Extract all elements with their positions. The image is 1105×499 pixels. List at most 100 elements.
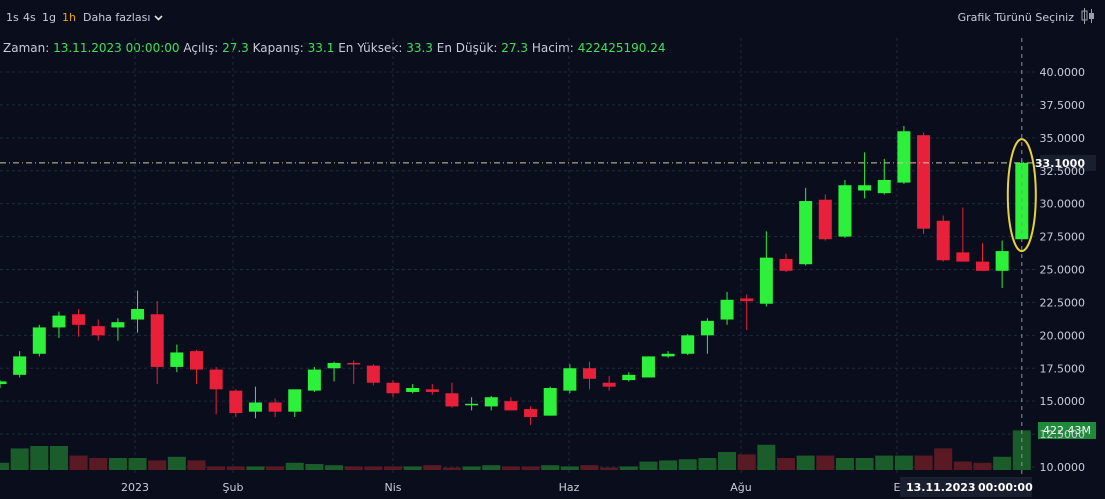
candle-body [0, 381, 7, 385]
highlight-ellipse [1006, 138, 1037, 253]
volume-bar [442, 467, 461, 470]
candle-body [779, 258, 793, 271]
volume-bar [403, 466, 422, 470]
y-tick-label: 15.0000 [1040, 395, 1086, 408]
candlestick-icon[interactable] [1081, 7, 1095, 25]
volume-bar [305, 464, 324, 470]
volume-bar [246, 466, 265, 470]
candle-body [897, 131, 911, 183]
y-tick-label: 27.5000 [1040, 231, 1086, 244]
volume-bar [639, 461, 658, 470]
crosshair-volume-label: 422.43M [1043, 424, 1091, 437]
x-tick-label: Nis [384, 481, 401, 494]
volume-bar [285, 462, 304, 470]
volume-bar [482, 465, 501, 470]
crosshair-price-label: 33.1000 [1035, 157, 1085, 170]
volume-bar [678, 459, 697, 470]
volume-value: 422425190.24 [577, 41, 666, 55]
candle-body [681, 335, 695, 354]
timeframe-1h[interactable]: 1h [62, 11, 76, 24]
volume-bar [580, 465, 599, 470]
candle-body [406, 388, 420, 392]
volume-bar [49, 446, 68, 470]
candle-body [936, 220, 950, 261]
volume-bar [462, 466, 481, 470]
volume-bar [698, 458, 717, 470]
volume-bar [30, 446, 49, 470]
volume-bar [0, 462, 9, 470]
volume-bar [777, 458, 795, 470]
candle-body [917, 135, 931, 229]
timeframe-1s[interactable]: 1s [6, 11, 19, 24]
volume-bar [187, 460, 206, 470]
candle-body [366, 365, 380, 383]
timeframe-4s[interactable]: 4s [23, 11, 36, 24]
volume-bar [560, 466, 579, 470]
candle-body [248, 402, 262, 412]
y-tick-label: 37.5000 [1040, 99, 1086, 112]
chart-type-button[interactable]: Grafik Türünü Seçiniz [957, 11, 1074, 24]
volume-bar [600, 467, 619, 470]
candle-body [818, 199, 832, 240]
candle-body [268, 402, 282, 412]
volume-bar [1012, 430, 1031, 470]
y-tick-label: 17.5000 [1040, 362, 1086, 375]
volume-bar [384, 466, 402, 470]
candle-body [52, 315, 66, 328]
close-value: 33.1 [307, 41, 335, 55]
candle-body [700, 320, 714, 336]
volume-bar [737, 454, 756, 470]
candle-body [32, 327, 46, 354]
volume-bar [89, 458, 108, 470]
candle-body [307, 369, 321, 391]
volume-bar [541, 465, 560, 470]
price-label-box [1040, 154, 1096, 171]
candle-body [504, 401, 518, 411]
y-tick-label: 35.0000 [1040, 132, 1086, 145]
more-timeframes-button[interactable]: Daha fazlası [83, 11, 163, 24]
x-tick-label: Haz [559, 481, 580, 494]
volume-bar [894, 455, 913, 470]
volume-bar [167, 456, 186, 470]
crosshair-overlay: 33.1000 422.43M 13.11.2023 00:00:00 [0, 38, 1096, 497]
y-tick-label: 12.5000 [1040, 428, 1086, 441]
volume-bar [10, 448, 29, 470]
candle-body [131, 309, 145, 320]
axes: 10.0000 12.5000 15.0000 17.5000 20.0000 22.50… [121, 66, 1085, 494]
y-tick-label: 32.5000 [1040, 165, 1086, 178]
grid [0, 38, 1037, 475]
candle-body [288, 389, 302, 412]
candle-body [661, 353, 675, 357]
date-label-box [900, 477, 1032, 497]
candle-body [543, 388, 557, 416]
candle-body [170, 352, 184, 367]
volume-bar [757, 444, 776, 470]
volume-bar [521, 466, 540, 470]
y-tick-label: 40.0000 [1040, 66, 1086, 79]
low-value: 27.3 [501, 41, 528, 55]
timeframe-1g[interactable]: 1g [42, 11, 56, 24]
volume-bar [816, 455, 835, 470]
volume-bar [226, 466, 245, 470]
more-label: Daha fazlası [83, 11, 151, 24]
toolbar: 1s 4s 1g 1h Daha fazlası Grafik Türünü S… [0, 0, 1105, 34]
candle-body [347, 362, 361, 365]
volume-bar [875, 455, 894, 470]
low-label: En Düşük: [436, 41, 498, 55]
candle-body [190, 351, 203, 370]
volume-bar [364, 466, 383, 470]
volume-bar [501, 466, 520, 470]
candles [0, 125, 1029, 425]
candle-body [209, 369, 223, 390]
candle-body [740, 298, 754, 302]
volume-bar [344, 466, 363, 470]
volume-bar [266, 466, 285, 470]
open-value: 27.3 [222, 41, 249, 55]
candle-body [465, 403, 479, 406]
x-tick-label: Ağu [730, 481, 751, 494]
candle-body [111, 322, 125, 328]
ohlc-info-bar: Zaman: 13.11.2023 00:00:00 Açılış: 27.3 … [3, 41, 665, 55]
candle-body [583, 368, 596, 379]
candle-body [838, 185, 852, 237]
